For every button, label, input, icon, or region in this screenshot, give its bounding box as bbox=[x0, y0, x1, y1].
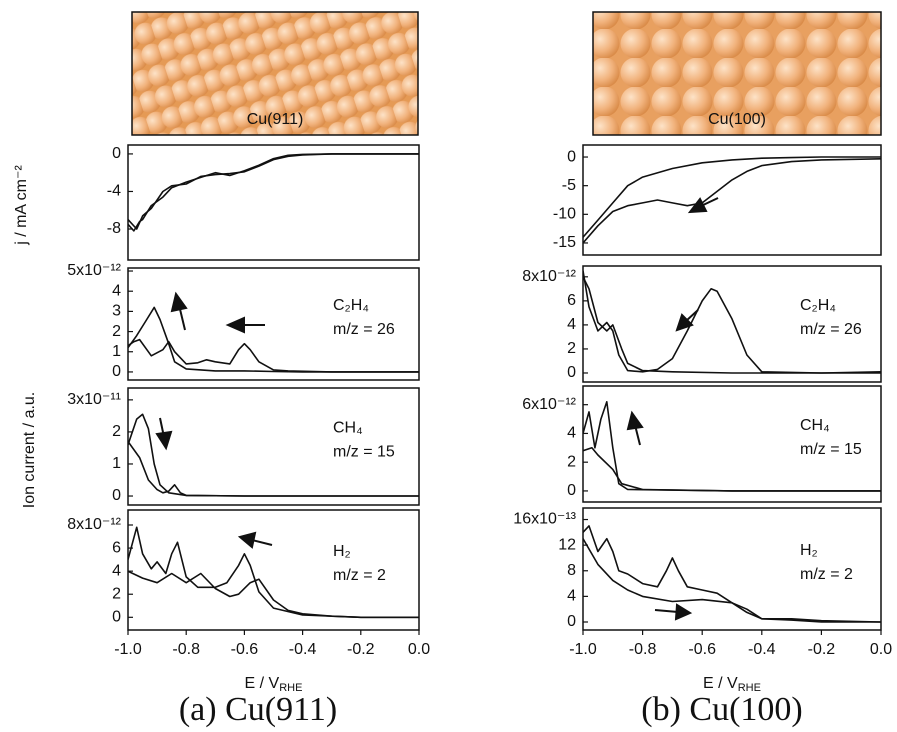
x-axis-label: E / VRHE bbox=[245, 675, 303, 694]
species-label: CH₄ bbox=[800, 417, 830, 434]
mz-label: m/z = 15 bbox=[800, 441, 862, 458]
surface-image: Cu(100) bbox=[593, 12, 881, 135]
x-tick-label: -0.2 bbox=[347, 641, 375, 658]
surface-label: Cu(911) bbox=[247, 111, 304, 128]
y-tick-label: 0 bbox=[112, 609, 121, 626]
panel: 0 2 4 6x10⁻¹² CH₄ m/z = 15 bbox=[522, 386, 881, 502]
y-tick-label: -4 bbox=[107, 183, 121, 200]
y-tick-label: 2 bbox=[112, 323, 121, 340]
x-label-sub: RHE bbox=[738, 682, 761, 694]
panel: 0 4 8 12 16x10⁻¹³ -1.0 -0.8 -0.6 -0.4 -0.2 0.0 E / … bbox=[513, 508, 892, 694]
x-tick-label: -1.0 bbox=[569, 641, 597, 658]
mz-label: m/z = 15 bbox=[333, 444, 395, 461]
x-tick-label: -0.8 bbox=[629, 641, 657, 658]
mz-label: m/z = 26 bbox=[800, 321, 862, 338]
x-tick-label: 0.0 bbox=[870, 641, 892, 658]
x-tick-label: -0.6 bbox=[231, 641, 259, 658]
y-tick-label: 4 bbox=[112, 282, 121, 299]
species-label: C₂H₄ bbox=[800, 297, 836, 314]
surface-label: Cu(100) bbox=[708, 111, 766, 128]
data-line bbox=[583, 157, 881, 237]
panel: 0 1 2 3x10⁻¹¹ CH₄ m/z = 15 bbox=[67, 388, 419, 505]
x-label-sub: RHE bbox=[279, 682, 302, 694]
y-tick-label: 1 bbox=[112, 343, 121, 360]
y-tick-label: 0 bbox=[112, 145, 121, 162]
y-tick-label: 6 bbox=[567, 292, 576, 309]
y-tick-label: 2 bbox=[567, 340, 576, 357]
panel: 0 -4 -8 bbox=[107, 145, 419, 260]
y-axis-label: j / mA cm⁻² bbox=[13, 165, 30, 246]
y-axis-label: Ion current / a.u. bbox=[21, 392, 38, 509]
y-tick-label: -10 bbox=[553, 206, 576, 223]
species-label: H₂ bbox=[333, 543, 351, 560]
y-tick-label: 2 bbox=[112, 423, 121, 440]
x-tick-label: -0.2 bbox=[808, 641, 836, 658]
y-tick-label: 5x10⁻¹² bbox=[67, 262, 121, 279]
y-tick-label: -8 bbox=[107, 220, 121, 237]
y-tick-label: 0 bbox=[112, 487, 121, 504]
species-label: H₂ bbox=[800, 542, 818, 559]
y-tick-label: 2 bbox=[567, 453, 576, 470]
y-tick-label: 4 bbox=[567, 588, 576, 605]
y-tick-label: 16x10⁻¹³ bbox=[513, 511, 576, 528]
data-line bbox=[128, 340, 419, 372]
y-tick-label: 8 bbox=[567, 562, 576, 579]
x-tick-label: 0.0 bbox=[408, 641, 430, 658]
arrows bbox=[157, 198, 718, 619]
panel: 0 2 4 6 8x10⁻¹² C₂H₄ m/z = 26 bbox=[522, 266, 881, 382]
y-tick-label: 0 bbox=[567, 482, 576, 499]
x-tick-label: -0.6 bbox=[688, 641, 716, 658]
species-label: CH₄ bbox=[333, 420, 363, 437]
y-tick-label: 6 bbox=[112, 539, 121, 556]
mz-label: m/z = 2 bbox=[333, 567, 386, 584]
x-label-main: E / V bbox=[703, 675, 738, 692]
y-tick-label: 0 bbox=[567, 364, 576, 381]
y-tick-label: 12 bbox=[558, 536, 576, 553]
y-tick-label: 4 bbox=[112, 562, 121, 579]
data-line bbox=[583, 159, 881, 243]
x-label-main: E / V bbox=[245, 675, 280, 692]
mz-label: m/z = 2 bbox=[800, 566, 853, 583]
y-tick-label: 1 bbox=[112, 455, 121, 472]
caption: (b) Cu(100) bbox=[641, 691, 802, 728]
y-tick-label: 4 bbox=[567, 425, 576, 442]
page: {"figure": {"captions": ["(a) Cu(911)", … bbox=[0, 0, 897, 732]
surface-image: Cu(911) bbox=[132, 12, 418, 135]
plot-frame bbox=[583, 145, 881, 255]
y-tick-label: 0 bbox=[567, 613, 576, 630]
y-tick-label: -15 bbox=[553, 234, 576, 251]
x-tick-label: -0.4 bbox=[289, 641, 317, 658]
y-tick-label: 8x10⁻¹² bbox=[522, 268, 576, 285]
panel: 0 -5 -10 -15 bbox=[553, 145, 881, 255]
x-tick-label: -0.8 bbox=[172, 641, 200, 658]
y-tick-label: 3x10⁻¹¹ bbox=[67, 391, 121, 408]
data-line bbox=[128, 307, 419, 372]
y-tick-label: 4 bbox=[567, 316, 576, 333]
data-line bbox=[128, 154, 419, 229]
y-tick-label: 8x10⁻¹² bbox=[67, 516, 121, 533]
y-tick-label: 6x10⁻¹² bbox=[522, 396, 576, 413]
data-line bbox=[128, 154, 419, 231]
x-axis-label: E / VRHE bbox=[703, 675, 761, 694]
x-tick-label: -1.0 bbox=[114, 641, 142, 658]
x-tick-label: -0.4 bbox=[748, 641, 776, 658]
caption: (a) Cu(911) bbox=[179, 691, 337, 728]
figure: Cu(911) Cu(100) Ion current / a.u. j / m… bbox=[0, 0, 897, 732]
y-tick-label: 0 bbox=[567, 148, 576, 165]
y-tick-label: 3 bbox=[112, 303, 121, 320]
species-label: C₂H₄ bbox=[333, 297, 369, 314]
y-tick-label: 0 bbox=[112, 363, 121, 380]
y-tick-label: 2 bbox=[112, 585, 121, 602]
y-tick-label: -5 bbox=[562, 177, 576, 194]
plot-frame bbox=[128, 145, 419, 260]
mz-label: m/z = 26 bbox=[333, 321, 395, 338]
